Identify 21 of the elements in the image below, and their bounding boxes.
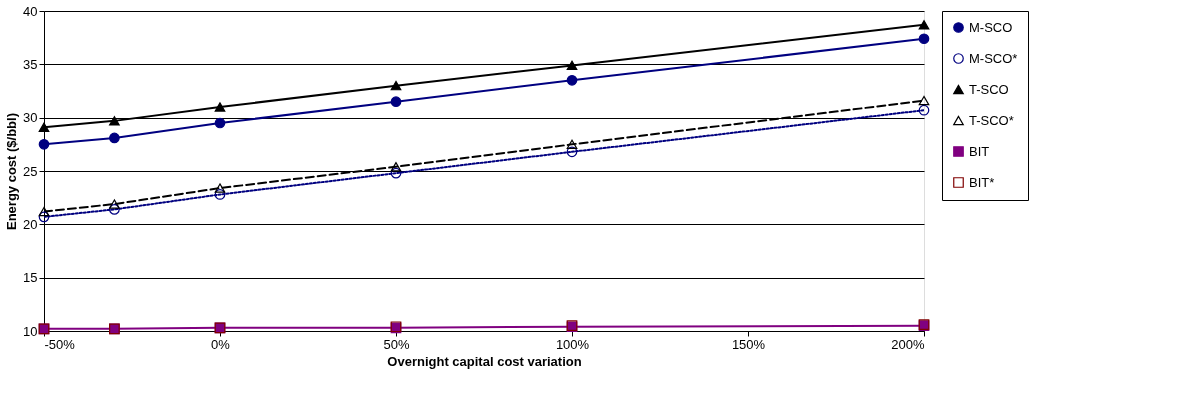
x-tick-label: -50% [44, 336, 76, 352]
legend-label: BIT [969, 143, 990, 159]
x-axis-title: Overnight capital cost variation [387, 353, 582, 369]
y-tick-label: 20 [23, 216, 38, 232]
y-tick-label: 10 [23, 323, 38, 339]
legend-label: M-SCO [969, 19, 1013, 35]
x-tick-label: 50% [383, 336, 410, 352]
legend-label: M-SCO* [969, 50, 1018, 66]
y-tick-label: 40 [23, 3, 38, 19]
legend-label: T-SCO* [969, 112, 1014, 128]
legend-label: BIT* [969, 174, 995, 190]
y-tick-label: 25 [23, 163, 38, 179]
y-tick-label: 15 [23, 270, 38, 286]
legend-label: T-SCO [969, 81, 1009, 97]
y-tick-label: 35 [23, 56, 38, 72]
x-tick-label: 0% [211, 336, 231, 352]
y-tick-label: 30 [23, 110, 38, 126]
x-tick-label: 200% [891, 336, 925, 352]
x-tick-label: 150% [731, 336, 766, 352]
y-axis-title: Energy cost ($/bbl) [4, 112, 20, 231]
x-tick-label: 100% [555, 336, 590, 352]
